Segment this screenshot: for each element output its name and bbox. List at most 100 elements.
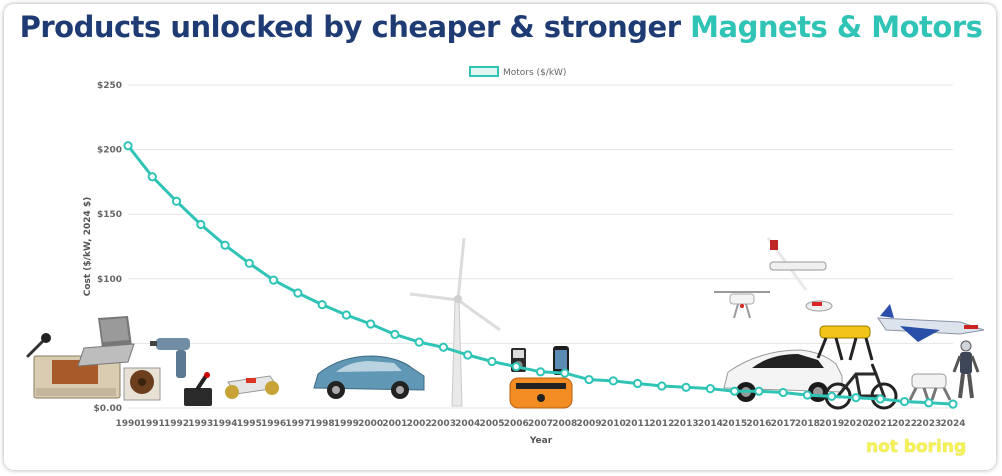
small-drone-icon: [805, 300, 833, 312]
data-point: [948, 399, 958, 409]
y-axis-label: Cost ($/kW, 2024 $): [83, 197, 93, 297]
electric-plane-icon: [877, 304, 985, 342]
x-tick-label: 2020: [843, 419, 868, 429]
title-part-1: Products unlocked by cheaper & stronger: [19, 10, 691, 44]
x-tick-label: 2011: [625, 419, 650, 429]
data-point: [560, 368, 570, 378]
power-drill-icon: [150, 338, 190, 378]
x-tick-label: 2013: [674, 419, 699, 429]
x-axis-label: Year: [529, 436, 553, 446]
x-tick-label: 2019: [819, 419, 844, 429]
x-tick-label: 1995: [237, 419, 262, 429]
data-points: [123, 141, 958, 409]
x-tick-label: 1991: [140, 419, 165, 429]
legend-swatch: [469, 66, 499, 77]
data-point: [899, 396, 910, 407]
x-tick-label: 2021: [868, 419, 893, 429]
x-tick-label: 1992: [164, 419, 189, 429]
x-tick-label: 2003: [431, 419, 456, 429]
y-tick-label: $250: [97, 81, 122, 91]
x-tick-label: 2009: [576, 419, 601, 429]
x-tick-label: 2014: [698, 419, 723, 429]
laptop-icon: [77, 316, 135, 367]
x-tick-label: 2001: [382, 419, 407, 429]
y-tick-label: $150: [97, 210, 122, 220]
data-point: [584, 374, 594, 385]
roomba-robot-icon: [509, 377, 573, 409]
legend: Motors ($/kW): [469, 66, 566, 78]
data-point: [657, 381, 667, 391]
data-point: [196, 219, 206, 230]
data-point: [438, 342, 449, 352]
sedan-car-icon: [313, 355, 425, 399]
legend-label: Motors ($/kW): [503, 68, 566, 78]
not-boring-logo: not boring: [866, 437, 967, 457]
x-tick-label: 2024: [940, 419, 965, 429]
x-tick-label: 1993: [188, 419, 213, 429]
x-tick-labels: 1990 1991 1992 1993 1994 1995 1996 1997 1998 1999…: [115, 419, 965, 429]
x-tick-label: 2008: [552, 419, 577, 429]
data-point: [390, 329, 400, 339]
data-point: [754, 386, 764, 396]
product-illustrations: [26, 237, 985, 410]
data-point: [827, 391, 837, 401]
x-tick-label: 2005: [479, 419, 504, 429]
data-point: [220, 240, 230, 250]
joystick-icon: [184, 372, 212, 406]
data-point: [317, 300, 327, 310]
y-tick-label: $200: [97, 146, 122, 156]
x-tick-label: 2000: [358, 419, 383, 429]
x-tick-label: 2017: [771, 419, 796, 429]
x-tick-label: 1994: [213, 419, 238, 429]
page-title: Products unlocked by cheaper & stronger …: [0, 10, 1002, 44]
fixed-wing-drone-icon: [766, 237, 827, 291]
x-tick-label: 1990: [115, 419, 140, 429]
x-tick-label: 1996: [261, 419, 286, 429]
data-point: [730, 386, 740, 396]
data-point: [705, 384, 715, 394]
x-tick-label: 1997: [285, 419, 310, 429]
y-tick-label: $0.00: [94, 404, 122, 414]
data-point: [366, 319, 376, 329]
quadcopter-drone-icon: [714, 291, 770, 319]
iphone-icon: [553, 346, 569, 375]
x-tick-label: 1998: [310, 419, 335, 429]
x-tick-label: 2015: [722, 419, 747, 429]
x-tick-label: 1999: [334, 419, 359, 429]
rc-car-icon: [225, 375, 279, 399]
retro-computer-icon: [33, 355, 121, 399]
data-point: [414, 337, 424, 347]
data-point: [244, 258, 254, 268]
data-point: [632, 378, 643, 389]
data-point: [293, 288, 303, 298]
robot-dog-icon: [816, 325, 874, 361]
x-tick-label: 2016: [746, 419, 771, 429]
data-point: [608, 376, 618, 386]
motor-spool-icon: [123, 367, 161, 401]
x-tick-label: 2004: [455, 419, 480, 429]
data-point: [778, 387, 788, 398]
data-point: [875, 394, 885, 404]
title-part-2: Magnets & Motors: [690, 10, 983, 44]
data-point: [924, 398, 934, 408]
x-tick-label: 2022: [892, 419, 917, 429]
data-point: [268, 275, 279, 285]
data-point: [535, 367, 546, 377]
data-point: [123, 141, 133, 151]
data-point: [341, 310, 351, 320]
x-tick-label: 2006: [504, 419, 529, 429]
data-point: [463, 350, 473, 360]
data-point: [487, 356, 497, 367]
data-point: [511, 362, 521, 372]
y-tick-label: $100: [97, 275, 122, 285]
data-point: [171, 196, 182, 206]
data-point: [147, 172, 157, 182]
x-tick-label: 2023: [916, 419, 941, 429]
x-tick-label: 2007: [528, 419, 553, 429]
robot-dog-white-icon: [908, 373, 952, 401]
grid: [128, 84, 953, 409]
data-point: [681, 382, 691, 392]
humanoid-robot-icon: [952, 340, 980, 399]
data-point: [851, 393, 861, 403]
